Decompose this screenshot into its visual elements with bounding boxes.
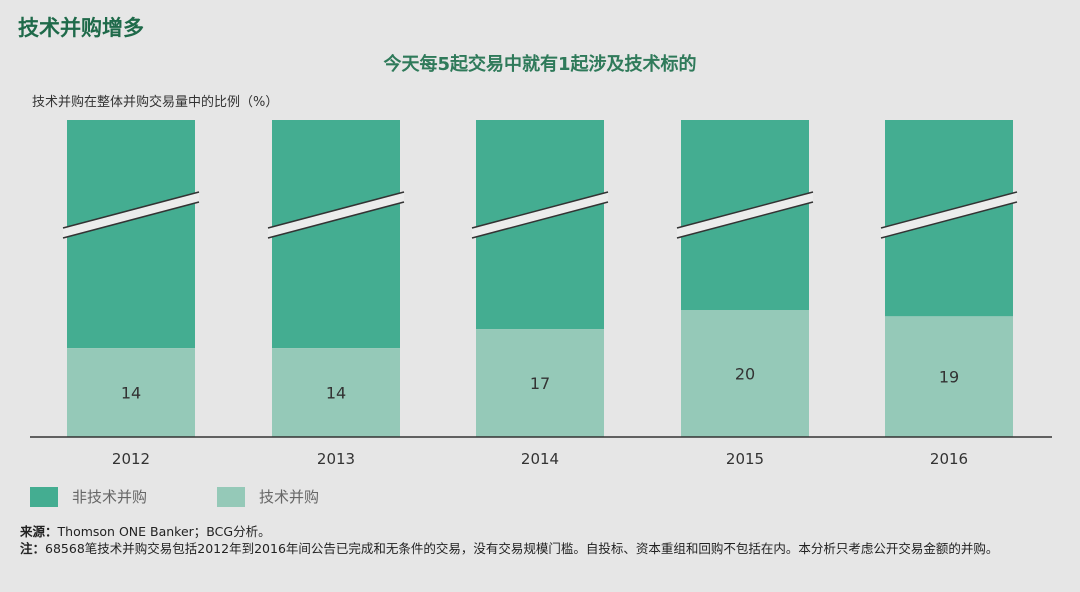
data-label-2016: 19 — [939, 368, 959, 387]
legend-item-tech: 技术并购 — [217, 486, 319, 507]
axis-break-line-bottom-2012 — [62, 201, 200, 239]
note-line: 注：68568笔技术并购交易包括2012年到2016年间公告已完成和无条件的交易… — [20, 540, 1050, 557]
axis-break-gap-2013 — [268, 192, 404, 238]
legend-swatch-non-tech — [30, 486, 58, 507]
axis-break-gap-2012 — [63, 192, 199, 238]
legend-label-tech: 技术并购 — [259, 488, 320, 506]
footer-notes: 来源：Thomson ONE Banker；BCG分析。 注：68568笔技术并… — [20, 523, 1050, 557]
note-label: 注： — [20, 541, 46, 556]
source-text: Thomson ONE Banker；BCG分析。 — [57, 524, 271, 539]
bar-chart: 14 2012 14 2013 17 2014 20 2015 19 2016 — [30, 120, 1052, 468]
axis-break-line-bottom-2014 — [471, 201, 609, 239]
x-tick-label-2014: 2014 — [521, 450, 559, 468]
axis-break-line-top-2013 — [267, 191, 405, 229]
axis-break-gap-2016 — [881, 192, 1017, 238]
bar-tech-2016 — [885, 316, 1013, 437]
axis-break-line-top-2015 — [676, 191, 814, 229]
source-line: 来源：Thomson ONE Banker；BCG分析。 — [20, 523, 1050, 540]
legend-label-non-tech: 非技术并购 — [72, 488, 148, 506]
x-tick-label-2016: 2016 — [930, 450, 968, 468]
bar-tech-2012 — [67, 348, 195, 437]
axis-break-line-bottom-2013 — [267, 201, 405, 239]
bar-tech-2013 — [272, 348, 400, 437]
data-label-2014: 17 — [530, 374, 550, 393]
axis-break-line-top-2016 — [880, 191, 1018, 229]
bar-tech-2015 — [681, 310, 809, 437]
x-tick-label-2015: 2015 — [726, 450, 764, 468]
page-title: 技术并购增多 — [18, 16, 144, 40]
bar-tech-2014 — [476, 329, 604, 437]
data-label-2013: 14 — [326, 384, 346, 403]
bar-non-tech-2012 — [67, 120, 195, 349]
chart-title: 今天每5起交易中就有1起涉及技术标的 — [383, 54, 697, 75]
axis-break-line-top-2014 — [471, 191, 609, 229]
axis-break-line-bottom-2015 — [676, 201, 814, 239]
data-label-2012: 14 — [121, 384, 141, 403]
axis-break-gap-2015 — [677, 192, 813, 238]
legend: 非技术并购 技术并购 — [30, 486, 319, 507]
y-axis-label: 技术并购在整体并购交易量中的比例（%） — [32, 95, 279, 110]
axis-break-line-top-2012 — [62, 191, 200, 229]
source-label: 来源： — [20, 524, 58, 539]
x-tick-label-2012: 2012 — [112, 450, 150, 468]
bar-non-tech-2013 — [272, 120, 400, 349]
legend-swatch-tech — [217, 486, 246, 507]
data-label-2015: 20 — [735, 365, 755, 384]
axis-break-gap-2014 — [472, 192, 608, 238]
axis-break-line-bottom-2016 — [880, 201, 1018, 239]
x-tick-label-2013: 2013 — [317, 450, 355, 468]
note-text: 68568笔技术并购交易包括2012年到2016年间公告已完成和无条件的交易，没… — [45, 541, 999, 556]
legend-item-non-tech: 非技术并购 — [30, 486, 147, 507]
